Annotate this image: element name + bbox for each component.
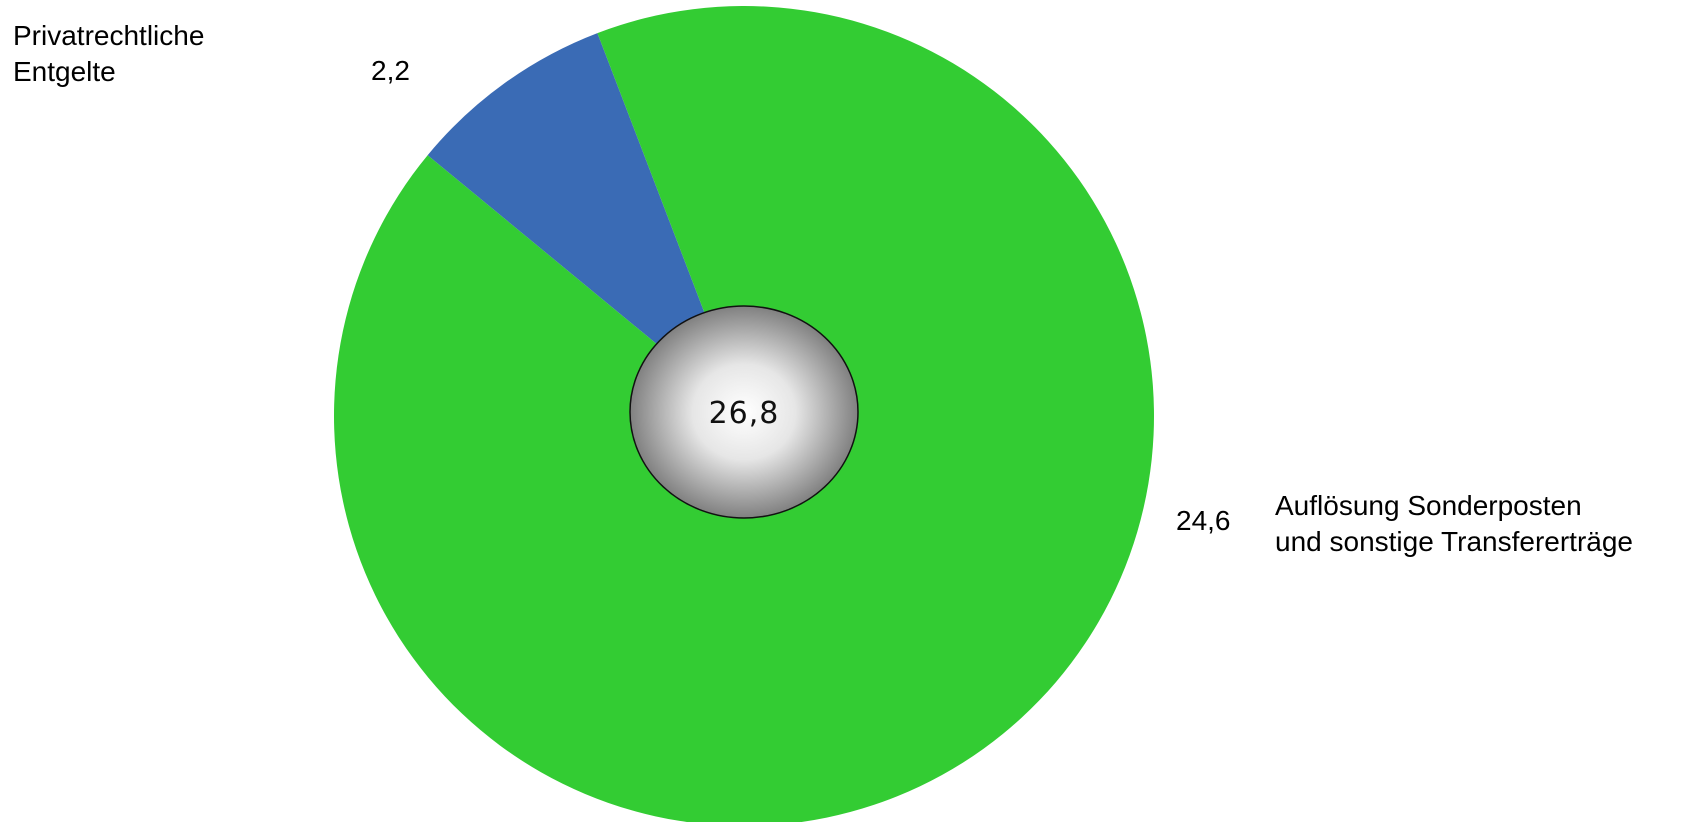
slice-privatrechtliche-entgelte bbox=[427, 33, 744, 417]
center-hub bbox=[629, 305, 859, 519]
slice-value-aufloesung: 24,6 bbox=[1176, 505, 1231, 536]
slice-value-privatrechtliche: 2,2 bbox=[371, 55, 410, 86]
slice-name-privatrechtliche: Privatrechtliche Entgelte bbox=[13, 20, 205, 87]
slice-name-aufloesung: Auflösung Sonderposten und sonstige Tran… bbox=[1275, 490, 1633, 557]
total-value-label: 26,8 bbox=[709, 396, 780, 431]
